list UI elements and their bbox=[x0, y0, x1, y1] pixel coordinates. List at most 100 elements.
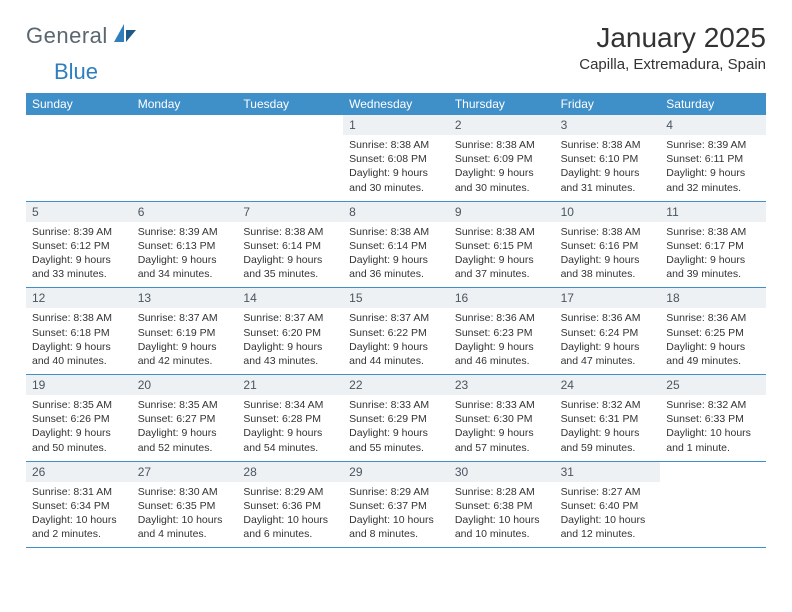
day-cell: 15Sunrise: 8:37 AMSunset: 6:22 PMDayligh… bbox=[343, 288, 449, 374]
sunset-text: Sunset: 6:23 PM bbox=[455, 326, 549, 340]
daylight-text: Daylight: 9 hours and 46 minutes. bbox=[455, 340, 549, 368]
sunrise-text: Sunrise: 8:38 AM bbox=[455, 225, 549, 239]
day-number: 7 bbox=[237, 202, 343, 222]
day-cell: 13Sunrise: 8:37 AMSunset: 6:19 PMDayligh… bbox=[132, 288, 238, 374]
weekday-header-row: Sunday Monday Tuesday Wednesday Thursday… bbox=[26, 93, 766, 115]
weekday-header: Monday bbox=[132, 93, 238, 115]
daylight-text: Daylight: 10 hours and 10 minutes. bbox=[455, 513, 549, 541]
day-details: Sunrise: 8:38 AMSunset: 6:14 PMDaylight:… bbox=[237, 222, 343, 288]
daylight-text: Daylight: 9 hours and 52 minutes. bbox=[138, 426, 232, 454]
daylight-text: Daylight: 10 hours and 6 minutes. bbox=[243, 513, 337, 541]
day-number: 5 bbox=[26, 202, 132, 222]
weekday-header: Saturday bbox=[660, 93, 766, 115]
day-details: Sunrise: 8:35 AMSunset: 6:26 PMDaylight:… bbox=[26, 395, 132, 461]
sunset-text: Sunset: 6:14 PM bbox=[243, 239, 337, 253]
sail-icon bbox=[112, 22, 138, 49]
day-details: Sunrise: 8:38 AMSunset: 6:17 PMDaylight:… bbox=[660, 222, 766, 288]
day-cell: 19Sunrise: 8:35 AMSunset: 6:26 PMDayligh… bbox=[26, 375, 132, 461]
day-cell: 27Sunrise: 8:30 AMSunset: 6:35 PMDayligh… bbox=[132, 462, 238, 548]
sunrise-text: Sunrise: 8:35 AM bbox=[138, 398, 232, 412]
day-cell: 9Sunrise: 8:38 AMSunset: 6:15 PMDaylight… bbox=[449, 202, 555, 288]
week-row: 12Sunrise: 8:38 AMSunset: 6:18 PMDayligh… bbox=[26, 288, 766, 375]
title-block: January 2025 Capilla, Extremadura, Spain bbox=[579, 22, 766, 73]
day-number: 24 bbox=[555, 375, 661, 395]
day-details: Sunrise: 8:36 AMSunset: 6:25 PMDaylight:… bbox=[660, 308, 766, 374]
sunrise-text: Sunrise: 8:33 AM bbox=[455, 398, 549, 412]
daylight-text: Daylight: 9 hours and 42 minutes. bbox=[138, 340, 232, 368]
daylight-text: Daylight: 9 hours and 37 minutes. bbox=[455, 253, 549, 281]
daylight-text: Daylight: 10 hours and 1 minute. bbox=[666, 426, 760, 454]
day-details: Sunrise: 8:39 AMSunset: 6:13 PMDaylight:… bbox=[132, 222, 238, 288]
daylight-text: Daylight: 9 hours and 30 minutes. bbox=[349, 166, 443, 194]
day-number: 2 bbox=[449, 115, 555, 135]
day-number: 13 bbox=[132, 288, 238, 308]
page: General January 2025 Capilla, Extremadur… bbox=[0, 0, 792, 558]
sunrise-text: Sunrise: 8:38 AM bbox=[32, 311, 126, 325]
day-number: 21 bbox=[237, 375, 343, 395]
day-details: Sunrise: 8:29 AMSunset: 6:36 PMDaylight:… bbox=[237, 482, 343, 548]
brand-logo: General bbox=[26, 22, 140, 49]
daylight-text: Daylight: 9 hours and 43 minutes. bbox=[243, 340, 337, 368]
day-details: Sunrise: 8:38 AMSunset: 6:08 PMDaylight:… bbox=[343, 135, 449, 201]
day-details: Sunrise: 8:39 AMSunset: 6:12 PMDaylight:… bbox=[26, 222, 132, 288]
day-cell: 21Sunrise: 8:34 AMSunset: 6:28 PMDayligh… bbox=[237, 375, 343, 461]
sunrise-text: Sunrise: 8:38 AM bbox=[455, 138, 549, 152]
month-title: January 2025 bbox=[579, 22, 766, 54]
sunset-text: Sunset: 6:34 PM bbox=[32, 499, 126, 513]
weekday-header: Wednesday bbox=[343, 93, 449, 115]
day-number: 10 bbox=[555, 202, 661, 222]
day-cell: 11Sunrise: 8:38 AMSunset: 6:17 PMDayligh… bbox=[660, 202, 766, 288]
day-cell: 23Sunrise: 8:33 AMSunset: 6:30 PMDayligh… bbox=[449, 375, 555, 461]
daylight-text: Daylight: 10 hours and 4 minutes. bbox=[138, 513, 232, 541]
day-number: 4 bbox=[660, 115, 766, 135]
daylight-text: Daylight: 9 hours and 49 minutes. bbox=[666, 340, 760, 368]
daylight-text: Daylight: 9 hours and 32 minutes. bbox=[666, 166, 760, 194]
sunset-text: Sunset: 6:27 PM bbox=[138, 412, 232, 426]
sunset-text: Sunset: 6:09 PM bbox=[455, 152, 549, 166]
day-number: 18 bbox=[660, 288, 766, 308]
daylight-text: Daylight: 9 hours and 34 minutes. bbox=[138, 253, 232, 281]
day-details: Sunrise: 8:38 AMSunset: 6:09 PMDaylight:… bbox=[449, 135, 555, 201]
day-cell: 24Sunrise: 8:32 AMSunset: 6:31 PMDayligh… bbox=[555, 375, 661, 461]
day-number: 19 bbox=[26, 375, 132, 395]
day-details: Sunrise: 8:36 AMSunset: 6:24 PMDaylight:… bbox=[555, 308, 661, 374]
day-cell: 7Sunrise: 8:38 AMSunset: 6:14 PMDaylight… bbox=[237, 202, 343, 288]
day-details: Sunrise: 8:35 AMSunset: 6:27 PMDaylight:… bbox=[132, 395, 238, 461]
day-number: 6 bbox=[132, 202, 238, 222]
sunset-text: Sunset: 6:29 PM bbox=[349, 412, 443, 426]
daylight-text: Daylight: 10 hours and 8 minutes. bbox=[349, 513, 443, 541]
calendar: Sunday Monday Tuesday Wednesday Thursday… bbox=[26, 93, 766, 548]
day-number: 17 bbox=[555, 288, 661, 308]
daylight-text: Daylight: 10 hours and 2 minutes. bbox=[32, 513, 126, 541]
day-cell: 22Sunrise: 8:33 AMSunset: 6:29 PMDayligh… bbox=[343, 375, 449, 461]
sunrise-text: Sunrise: 8:29 AM bbox=[349, 485, 443, 499]
day-cell: 29Sunrise: 8:29 AMSunset: 6:37 PMDayligh… bbox=[343, 462, 449, 548]
day-number: 22 bbox=[343, 375, 449, 395]
sunset-text: Sunset: 6:18 PM bbox=[32, 326, 126, 340]
daylight-text: Daylight: 9 hours and 30 minutes. bbox=[455, 166, 549, 194]
day-number: 26 bbox=[26, 462, 132, 482]
weekday-header: Thursday bbox=[449, 93, 555, 115]
sunrise-text: Sunrise: 8:38 AM bbox=[666, 225, 760, 239]
day-details: Sunrise: 8:38 AMSunset: 6:14 PMDaylight:… bbox=[343, 222, 449, 288]
day-number: 12 bbox=[26, 288, 132, 308]
sunrise-text: Sunrise: 8:34 AM bbox=[243, 398, 337, 412]
day-cell: 14Sunrise: 8:37 AMSunset: 6:20 PMDayligh… bbox=[237, 288, 343, 374]
day-number: 28 bbox=[237, 462, 343, 482]
sunrise-text: Sunrise: 8:36 AM bbox=[666, 311, 760, 325]
sunrise-text: Sunrise: 8:38 AM bbox=[561, 225, 655, 239]
sunrise-text: Sunrise: 8:38 AM bbox=[349, 138, 443, 152]
sunrise-text: Sunrise: 8:39 AM bbox=[32, 225, 126, 239]
day-details: Sunrise: 8:37 AMSunset: 6:19 PMDaylight:… bbox=[132, 308, 238, 374]
day-details: Sunrise: 8:38 AMSunset: 6:18 PMDaylight:… bbox=[26, 308, 132, 374]
weekday-header: Sunday bbox=[26, 93, 132, 115]
sunset-text: Sunset: 6:08 PM bbox=[349, 152, 443, 166]
sunset-text: Sunset: 6:33 PM bbox=[666, 412, 760, 426]
daylight-text: Daylight: 9 hours and 35 minutes. bbox=[243, 253, 337, 281]
sunrise-text: Sunrise: 8:28 AM bbox=[455, 485, 549, 499]
day-cell bbox=[26, 115, 132, 201]
daylight-text: Daylight: 9 hours and 33 minutes. bbox=[32, 253, 126, 281]
weeks-container: 1Sunrise: 8:38 AMSunset: 6:08 PMDaylight… bbox=[26, 115, 766, 548]
day-cell: 30Sunrise: 8:28 AMSunset: 6:38 PMDayligh… bbox=[449, 462, 555, 548]
daylight-text: Daylight: 9 hours and 55 minutes. bbox=[349, 426, 443, 454]
